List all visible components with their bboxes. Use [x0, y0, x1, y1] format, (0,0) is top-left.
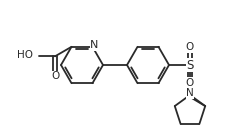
Text: O: O — [186, 78, 194, 88]
Text: O: O — [51, 72, 59, 82]
Text: N: N — [90, 40, 99, 50]
Text: N: N — [186, 88, 194, 98]
Text: O: O — [186, 42, 194, 52]
Text: HO: HO — [17, 50, 33, 60]
Text: S: S — [186, 58, 194, 72]
